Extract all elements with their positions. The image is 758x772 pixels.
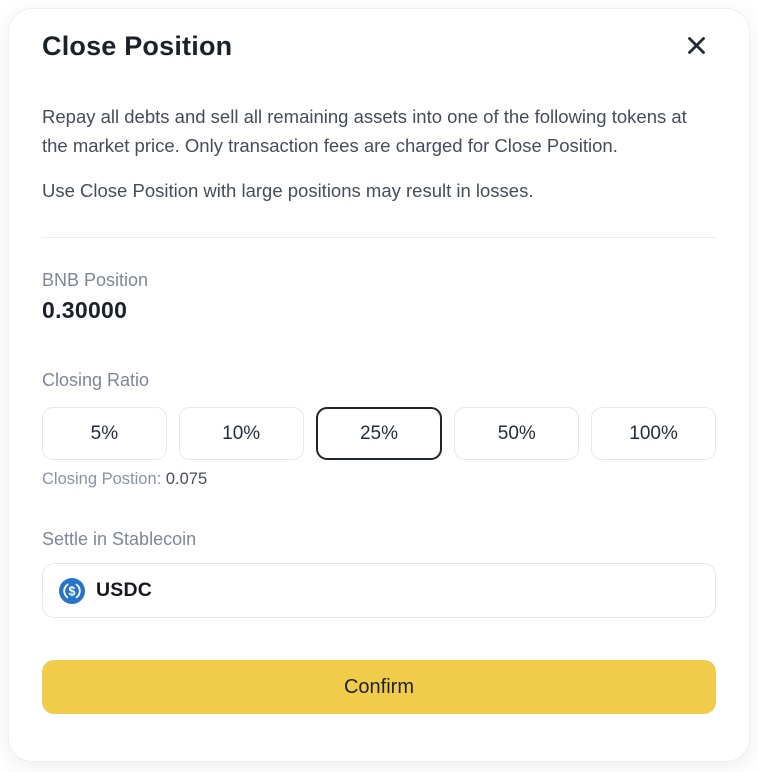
close-icon [686,35,707,59]
confirm-button[interactable]: Confirm [42,660,716,714]
description-paragraph-2: Use Close Position with large positions … [42,180,534,201]
closing-ratio-label: Closing Ratio [42,370,150,390]
section-divider [42,237,716,238]
stablecoin-select[interactable]: $ USDC [42,563,716,618]
settle-in-stablecoin-label: Settle in Stablecoin [42,529,197,549]
ratio-option-100[interactable]: 100% [591,407,716,460]
modal-header: Close Position [42,31,716,62]
modal-description: Repay all debts and sell all remaining a… [42,102,716,205]
close-button[interactable] [682,33,710,61]
description-paragraph-1: Repay all debts and sell all remaining a… [42,106,687,156]
closing-position-note: Closing Postion: 0.075 [42,470,716,489]
ratio-option-5[interactable]: 5% [42,407,167,460]
bnb-position-label: BNB Position [42,270,149,290]
close-position-modal: Close Position Repay all debts and sell … [8,8,750,762]
ratio-option-50[interactable]: 50% [454,407,580,460]
selected-token-label: USDC [96,579,153,601]
ratio-option-25[interactable]: 25% [315,407,443,460]
bnb-position-value: 0.30000 [42,297,128,323]
modal-title: Close Position [42,31,233,61]
ratio-option-10[interactable]: 10% [178,407,304,460]
svg-text:$: $ [69,584,76,598]
closing-position-note-label: Closing Postion: [42,470,162,488]
closing-position-note-value: 0.075 [165,470,208,488]
closing-ratio-options: 5% 10% 25% 50% 100% [42,407,716,460]
usdc-icon: $ [59,577,85,604]
